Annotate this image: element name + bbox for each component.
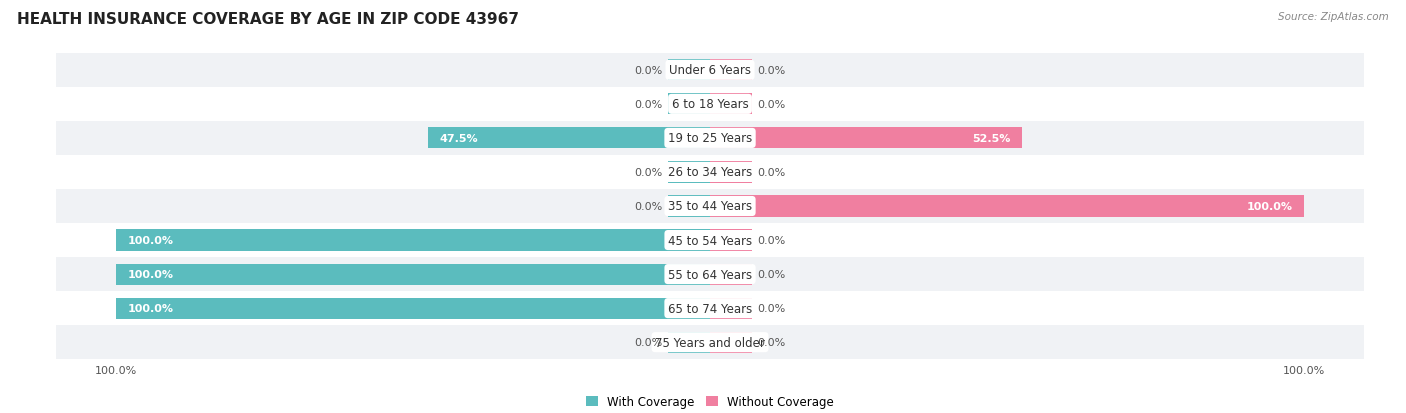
Text: 35 to 44 Years: 35 to 44 Years: [668, 200, 752, 213]
Bar: [56, 156, 1364, 190]
Text: 45 to 54 Years: 45 to 54 Years: [668, 234, 752, 247]
Text: 0.0%: 0.0%: [634, 202, 662, 211]
Bar: [56, 292, 1364, 325]
Legend: With Coverage, Without Coverage: With Coverage, Without Coverage: [586, 396, 834, 408]
Bar: [115, 298, 710, 319]
Bar: [56, 257, 1364, 292]
Bar: [710, 162, 752, 183]
Bar: [668, 94, 710, 115]
Text: 0.0%: 0.0%: [634, 66, 662, 76]
Bar: [56, 54, 1364, 88]
Bar: [710, 60, 752, 81]
Text: 19 to 25 Years: 19 to 25 Years: [668, 132, 752, 145]
Text: 0.0%: 0.0%: [634, 337, 662, 347]
Text: 0.0%: 0.0%: [758, 269, 786, 280]
Bar: [56, 121, 1364, 156]
Text: 55 to 64 Years: 55 to 64 Years: [668, 268, 752, 281]
Text: 100.0%: 100.0%: [128, 235, 173, 245]
Text: 100.0%: 100.0%: [128, 304, 173, 313]
Bar: [427, 128, 710, 149]
Text: 0.0%: 0.0%: [758, 100, 786, 109]
Bar: [56, 223, 1364, 257]
Text: Source: ZipAtlas.com: Source: ZipAtlas.com: [1278, 12, 1389, 22]
Text: 0.0%: 0.0%: [634, 100, 662, 109]
Text: 26 to 34 Years: 26 to 34 Years: [668, 166, 752, 179]
Bar: [710, 298, 752, 319]
Text: 75 Years and older: 75 Years and older: [655, 336, 765, 349]
Text: 100.0%: 100.0%: [128, 269, 173, 280]
Text: 65 to 74 Years: 65 to 74 Years: [668, 302, 752, 315]
Text: 100.0%: 100.0%: [1247, 202, 1292, 211]
Bar: [710, 94, 752, 115]
Bar: [710, 230, 752, 251]
Text: 47.5%: 47.5%: [440, 133, 478, 144]
Text: 6 to 18 Years: 6 to 18 Years: [672, 98, 748, 111]
Bar: [710, 332, 752, 353]
Bar: [56, 88, 1364, 121]
Text: 0.0%: 0.0%: [758, 66, 786, 76]
Bar: [668, 332, 710, 353]
Bar: [668, 162, 710, 183]
Bar: [56, 325, 1364, 359]
Bar: [668, 60, 710, 81]
Text: 0.0%: 0.0%: [634, 168, 662, 178]
Bar: [668, 196, 710, 217]
Bar: [710, 264, 752, 285]
Text: 0.0%: 0.0%: [758, 168, 786, 178]
Bar: [710, 128, 1022, 149]
Bar: [710, 196, 1305, 217]
Bar: [115, 230, 710, 251]
Text: 0.0%: 0.0%: [758, 304, 786, 313]
Bar: [115, 264, 710, 285]
Text: 0.0%: 0.0%: [758, 337, 786, 347]
Text: Under 6 Years: Under 6 Years: [669, 64, 751, 77]
Text: 52.5%: 52.5%: [972, 133, 1010, 144]
Text: 0.0%: 0.0%: [758, 235, 786, 245]
Text: HEALTH INSURANCE COVERAGE BY AGE IN ZIP CODE 43967: HEALTH INSURANCE COVERAGE BY AGE IN ZIP …: [17, 12, 519, 27]
Bar: [56, 190, 1364, 223]
